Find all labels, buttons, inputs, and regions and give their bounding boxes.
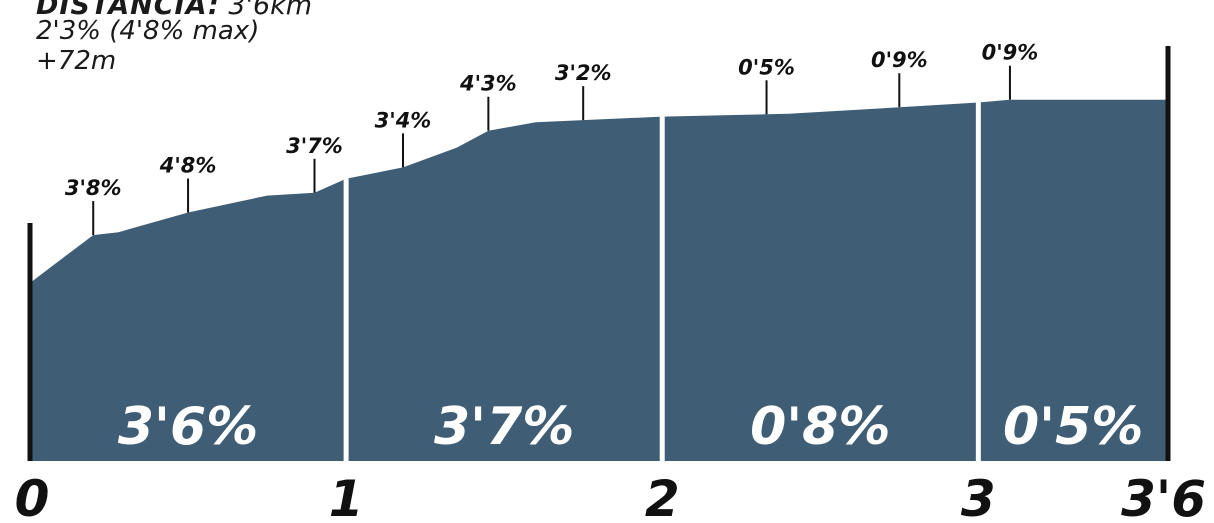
annotation-label-3: 3'7% — [286, 134, 343, 158]
x-tick-label-5: 3'6 — [1121, 470, 1206, 523]
x-tick-label-4: 3 — [961, 470, 996, 523]
annotation-label-2: 4'8% — [159, 154, 217, 178]
segment-gradient-label-3: 0'8% — [750, 397, 890, 457]
annotation-label-7: 0'5% — [738, 55, 795, 79]
x-tick-label-3: 2 — [645, 470, 680, 523]
annotation-label-9: 0'9% — [982, 41, 1039, 65]
avg-gradient-text: 2'3% (4'8% max) — [36, 16, 260, 46]
profile-area — [30, 99, 1168, 461]
annotation-label-5: 4'3% — [459, 72, 517, 96]
annotation-label-4: 3'4% — [375, 108, 432, 132]
elevation-gain-text: +72m — [36, 46, 117, 76]
x-tick-label-1: 0 — [15, 470, 50, 523]
x-tick-label-2: 1 — [329, 470, 364, 523]
segment-gradient-label-4: 0'5% — [1003, 397, 1143, 457]
segment-gradient-label-2: 3'7% — [434, 397, 574, 457]
segment-gradient-label-1: 3'6% — [118, 397, 258, 457]
distance-header: DISTANCIA: 3'6km — [36, 0, 312, 21]
distance-label: DISTANCIA: — [36, 0, 220, 21]
annotation-label-8: 0'9% — [871, 48, 928, 72]
annotation-label-1: 3'8% — [65, 176, 122, 200]
distance-value: 3'6km — [228, 0, 313, 21]
annotation-label-6: 3'2% — [555, 61, 612, 85]
